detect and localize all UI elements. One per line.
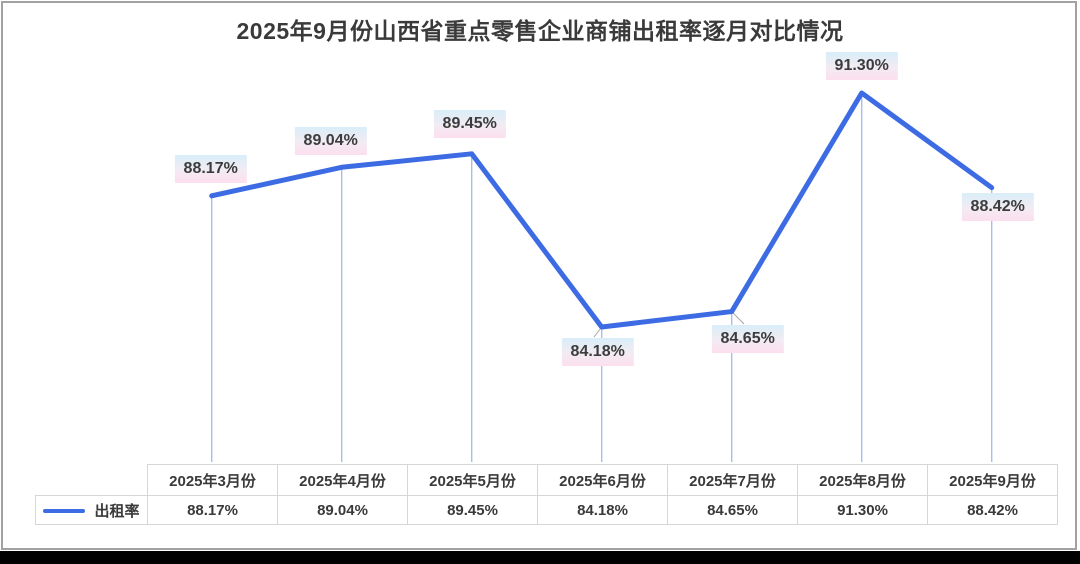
category-header-cell: 2025年8月份 (797, 464, 928, 496)
category-header-cell: 2025年9月份 (927, 464, 1058, 496)
value-cell: 88.42% (927, 495, 1058, 525)
category-header-cell: 2025年7月份 (667, 464, 798, 496)
data-table: 2025年3月份 2025年4月份 2025年5月份 2025年6月份 2025年7月份… (35, 464, 1058, 525)
chart-frame (1, 1, 1077, 550)
legend-label: 出租率 (94, 502, 140, 520)
legend-item: 出租率 (35, 495, 148, 525)
data-label: 88.42% (961, 192, 1034, 221)
bottom-black-bar (0, 551, 1080, 564)
category-header-cell: 2025年4月份 (277, 464, 408, 496)
value-cell: 91.30% (797, 495, 928, 525)
data-label: 84.18% (561, 337, 634, 366)
category-header-cell: 2025年6月份 (537, 464, 668, 496)
category-header-cell: 2025年3月份 (147, 464, 278, 496)
data-label: 89.45% (433, 109, 506, 138)
legend-line-swatch-icon (43, 508, 86, 513)
value-cell: 89.45% (407, 495, 538, 525)
data-label: 91.30% (825, 52, 898, 80)
label-leader-line (731, 311, 745, 325)
chart-title: 2025年9月份山西省重点零售企业商铺出租率逐月对比情况 (236, 18, 844, 44)
table-corner-spacer (36, 465, 148, 496)
category-header-cell: 2025年5月份 (407, 464, 538, 496)
value-cell: 88.17% (147, 495, 278, 525)
value-cell: 89.04% (277, 495, 408, 525)
value-cell: 84.65% (667, 495, 798, 525)
data-label: 84.65% (711, 324, 784, 353)
data-label: 88.17% (174, 154, 247, 183)
series-line-rental-rate (209, 90, 995, 330)
value-cell: 84.18% (537, 495, 668, 525)
value-row: 出租率 88.17% 89.04% 89.45% 84.18% 84.65% 91.30%… (35, 495, 1058, 525)
data-label: 89.04% (294, 127, 367, 156)
category-header-row: 2025年3月份 2025年4月份 2025年5月份 2025年6月份 2025年7月份… (36, 464, 1058, 496)
